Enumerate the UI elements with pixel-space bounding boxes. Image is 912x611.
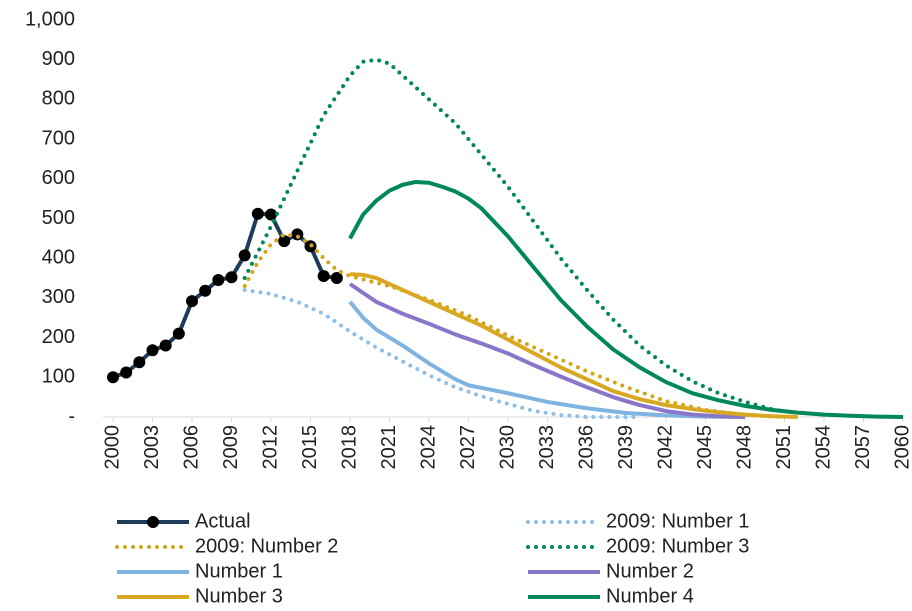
data-point [212, 274, 225, 287]
data-point [146, 344, 159, 357]
x-tick-label: 2018 [338, 425, 360, 470]
x-tick-label: 2027 [457, 425, 479, 470]
legend-label: Actual [195, 510, 251, 532]
series-line [348, 282, 746, 419]
x-tick-label: 2009 [220, 425, 242, 470]
data-point [251, 207, 264, 220]
y-tick-label: 200 [42, 326, 75, 348]
series-line [349, 272, 798, 419]
data-point [317, 270, 330, 283]
data-point [199, 284, 212, 297]
y-tick-label: 600 [42, 167, 75, 189]
y-tick-label: 800 [42, 88, 75, 110]
legend-label: 2009: Number 2 [195, 535, 338, 557]
series-line [242, 287, 642, 419]
legend-label: 2009: Number 1 [606, 510, 749, 532]
data-point [159, 339, 172, 352]
legend-label: Number 4 [606, 585, 694, 607]
data-point [225, 271, 238, 284]
series-line [242, 57, 787, 414]
legend-label: 2009: Number 3 [606, 535, 749, 557]
x-tick-label: 2015 [299, 425, 321, 470]
x-tick-label: 2033 [536, 425, 558, 470]
series-line [348, 179, 904, 419]
legend-label: Number 2 [606, 560, 694, 582]
series-line [242, 232, 787, 419]
x-tick-label: 2048 [733, 425, 755, 470]
y-tick-label: 300 [42, 286, 75, 308]
x-tick-label: 2003 [141, 425, 163, 470]
x-tick-label: 2042 [654, 425, 676, 470]
x-tick-label: 2006 [180, 425, 202, 470]
x-tick-label: 2039 [615, 425, 637, 470]
x-tick-label: 2057 [852, 425, 874, 470]
x-tick-label: 2000 [101, 425, 123, 470]
data-point [133, 356, 146, 369]
data-point [330, 272, 343, 285]
legend-label: Number 1 [195, 560, 283, 582]
x-tick-label: 2051 [773, 425, 795, 470]
x-tick-label: 2012 [259, 425, 281, 470]
data-point [238, 249, 251, 262]
series-line [348, 300, 746, 419]
data-point [265, 208, 277, 221]
y-tick-label: 700 [42, 127, 75, 149]
data-point [172, 327, 185, 340]
x-tick-label: 2060 [891, 425, 912, 470]
y-tick-label: 400 [42, 246, 75, 268]
data-point [186, 295, 198, 308]
x-tick-label: 2021 [378, 425, 400, 470]
data-point [278, 235, 291, 248]
x-tick-label: 2036 [575, 425, 597, 470]
x-tick-label: 2045 [694, 425, 716, 470]
x-tick-label: 2054 [812, 425, 834, 470]
y-tick-label: 900 [42, 48, 75, 70]
x-tick-label: 2024 [417, 425, 439, 470]
y-tick-label: 100 [42, 366, 75, 388]
legend-label: Number 3 [195, 585, 283, 607]
y-tick-label: - [68, 405, 75, 427]
legend-marker [147, 516, 159, 528]
x-tick-label: 2030 [496, 425, 518, 470]
data-point [120, 366, 133, 379]
data-point [291, 228, 304, 241]
y-tick-label: 500 [42, 207, 75, 229]
series-line [112, 211, 338, 380]
y-tick-label: 1,000 [25, 8, 75, 30]
data-point [107, 371, 119, 384]
